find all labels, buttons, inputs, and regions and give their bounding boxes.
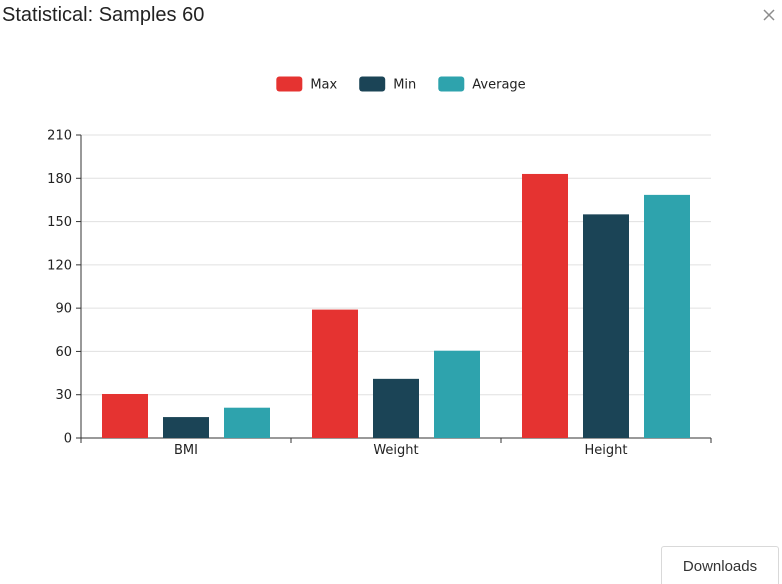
bar-min-height	[583, 214, 629, 438]
bar-average-height	[644, 194, 690, 438]
y-tick-label: 60	[55, 345, 72, 360]
y-tick-label: 150	[47, 215, 72, 230]
bar-chart: 0 30 60 90 120 150 180 210 BMI Weight Height Max Min…	[0, 60, 782, 480]
y-tick-label: 120	[47, 258, 72, 273]
y-tick-label: 30	[55, 388, 72, 403]
close-button[interactable]	[758, 4, 780, 26]
x-tick-label: Height	[585, 443, 628, 458]
y-tick-label: 0	[64, 432, 72, 447]
bar-max-bmi	[102, 393, 148, 438]
chart-svg: 0 30 60 90 120 150 180 210 BMI Weight Height Max Min…	[47, 76, 712, 458]
dialog-title: Statistical: Samples 60	[2, 4, 205, 26]
legend-swatch-average[interactable]	[438, 76, 465, 92]
bar-min-weight	[373, 378, 419, 438]
bar-min-bmi	[163, 417, 209, 438]
legend-swatch-min[interactable]	[359, 76, 386, 92]
bar-average-bmi	[224, 407, 270, 438]
bar-max-weight	[312, 309, 358, 438]
y-tick-label: 180	[47, 172, 72, 187]
close-icon	[763, 9, 775, 21]
legend-label-average[interactable]: Average	[472, 78, 525, 93]
legend-swatch-max[interactable]	[276, 76, 303, 92]
bar-max-height	[522, 173, 568, 438]
y-tick-label: 210	[47, 129, 72, 144]
x-tick-label: Weight	[373, 443, 418, 458]
y-tick-label: 90	[55, 302, 72, 317]
legend-label-max[interactable]: Max	[310, 78, 337, 93]
downloads-button[interactable]: Downloads	[661, 546, 779, 584]
x-tick-label: BMI	[174, 443, 198, 458]
legend-label-min[interactable]: Min	[393, 78, 416, 93]
bar-average-weight	[434, 350, 480, 438]
